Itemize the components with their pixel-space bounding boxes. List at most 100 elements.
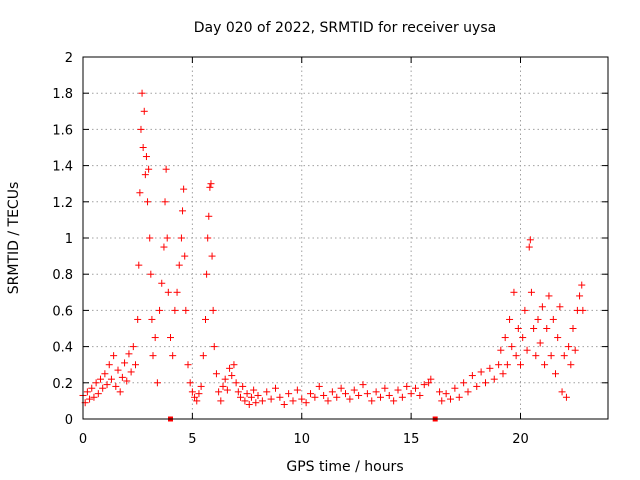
data-point [132, 361, 139, 369]
data-point [517, 361, 524, 369]
data-point [140, 107, 148, 115]
data-point [250, 386, 258, 394]
data-point [315, 382, 323, 390]
data-point [346, 395, 354, 403]
y-tick-label: 1.4 [52, 160, 73, 175]
data-point [412, 384, 419, 392]
data-point [545, 292, 553, 300]
data-point [328, 388, 336, 396]
x-tick-label: 15 [403, 432, 420, 447]
data-point [97, 375, 104, 383]
data-point [427, 375, 435, 383]
data-point [241, 397, 249, 405]
data-point [144, 198, 152, 206]
data-point [512, 352, 520, 360]
data-point [86, 395, 94, 403]
data-point [451, 384, 459, 392]
data-point [243, 390, 251, 398]
data-point [193, 397, 201, 405]
data-point [436, 388, 444, 396]
data-point [403, 382, 411, 390]
x-tick-label: 10 [293, 432, 310, 447]
data-point [534, 315, 542, 323]
data-point [556, 303, 564, 311]
data-point [179, 207, 187, 215]
data-point [171, 306, 179, 314]
data-point [188, 388, 196, 396]
y-tick-label: 0.2 [52, 377, 73, 392]
data-point [121, 359, 129, 367]
data-point [523, 346, 531, 354]
data-point [289, 397, 297, 405]
data-point [234, 388, 242, 396]
data-point [272, 384, 279, 392]
data-point [547, 352, 555, 360]
data-point [506, 315, 514, 323]
data-point [562, 393, 570, 401]
data-point [490, 375, 498, 383]
data-point [578, 281, 586, 289]
data-point [359, 381, 367, 389]
data-point [164, 288, 172, 296]
data-point [342, 390, 349, 398]
data-point [228, 372, 236, 380]
data-point [125, 350, 133, 358]
grid-lines [83, 57, 608, 419]
data-point [276, 393, 284, 401]
data-point [205, 212, 213, 220]
data-point [438, 397, 446, 405]
data-point [186, 379, 194, 387]
data-point [141, 171, 149, 179]
data-point [425, 379, 433, 387]
data-point [177, 234, 185, 242]
data-point [514, 325, 522, 332]
data-point [536, 339, 544, 347]
data-point [203, 270, 211, 278]
data-point [538, 303, 546, 311]
data-point [320, 391, 328, 399]
axis-ticks: 00.20.40.60.811.21.41.61.820 5 10 15 20 [52, 51, 608, 447]
data-point [212, 370, 220, 378]
data-point [239, 382, 247, 390]
data-point [302, 399, 310, 407]
data-point [209, 306, 217, 314]
data-point [105, 361, 113, 369]
data-point [223, 386, 231, 394]
data-point [158, 279, 166, 287]
data-point [149, 352, 157, 360]
data-point [208, 252, 216, 260]
y-tick-label: 1.6 [52, 123, 73, 138]
data-point [567, 361, 575, 369]
data-point [501, 334, 509, 342]
data-point [552, 370, 559, 378]
y-tick-label: 0.4 [52, 341, 73, 356]
data-point [88, 384, 96, 392]
data-point [569, 325, 577, 332]
data-point [221, 375, 229, 383]
data-point [530, 325, 538, 332]
y-tick-label: 0.6 [52, 304, 73, 319]
data-point [525, 243, 533, 251]
data-point [138, 89, 146, 97]
data-point [468, 372, 476, 380]
data-point [377, 393, 384, 401]
data-point [497, 346, 505, 354]
data-point [258, 397, 266, 405]
data-point [263, 388, 271, 396]
data-point [447, 395, 454, 403]
data-points [79, 89, 587, 409]
data-point [191, 393, 199, 401]
data-point [543, 325, 551, 332]
data-point [161, 198, 169, 206]
data-point [110, 352, 118, 360]
data-point [148, 315, 156, 323]
data-point [324, 397, 332, 405]
data-point [182, 306, 190, 314]
x-tick-label: 20 [512, 432, 529, 447]
data-point [252, 399, 260, 407]
y-axis-label: SRMTID / TECUs [6, 182, 22, 295]
data-point [167, 334, 174, 342]
data-point [390, 397, 398, 405]
data-point [83, 388, 91, 396]
